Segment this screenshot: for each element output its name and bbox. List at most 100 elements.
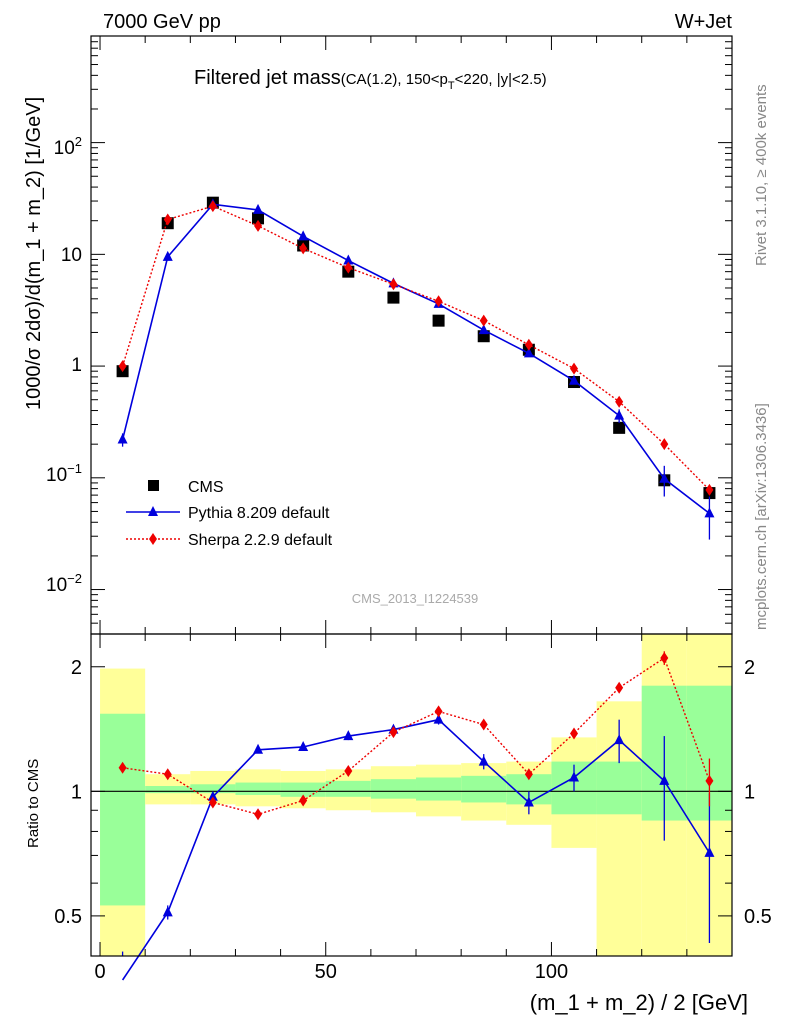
ratio-line-sherpa-2-2-9-default bbox=[122, 656, 711, 816]
main-line-sherpa-2-2-9-default bbox=[121, 205, 710, 491]
ratio-point-pythia-8-209-default-8 bbox=[478, 755, 489, 766]
rivet-label: Rivet 3.1.10, ≥ 400k events bbox=[753, 84, 770, 266]
main-point-pythia-8-209-default-5 bbox=[343, 254, 354, 265]
plot-title-main: Filtered jet mass bbox=[194, 67, 341, 89]
ratio-point-sherpa-2-2-9-default-7 bbox=[434, 705, 443, 718]
main-point-cms-7 bbox=[432, 314, 445, 327]
legend-marker-cms bbox=[148, 480, 159, 491]
main-point-sherpa-2-2-9-default-8 bbox=[479, 314, 488, 327]
ratio-point-pythia-8-209-default-3 bbox=[253, 743, 264, 754]
ratio-point-pythia-8-209-default-9 bbox=[523, 796, 534, 807]
main-point-sherpa-2-2-9-default-5 bbox=[344, 261, 353, 274]
ratio-point-sherpa-2-2-9-default-0 bbox=[118, 761, 127, 774]
ratio-point-sherpa-2-2-9-default-4 bbox=[299, 794, 308, 807]
ratio-point-sherpa-2-2-9-default-6 bbox=[389, 726, 398, 739]
legend-marker-pythia bbox=[148, 506, 158, 516]
ratio-tick-labels: 2 2 1 1 0.5 0.5 bbox=[54, 657, 772, 928]
ratio-point-pythia-8-209-default-4 bbox=[298, 740, 309, 751]
band-green-4 bbox=[280, 782, 326, 797]
band-green-8 bbox=[461, 775, 507, 803]
main-point-pythia-8-209-default-12 bbox=[659, 472, 670, 483]
band-green-0 bbox=[100, 713, 146, 906]
main-point-sherpa-2-2-9-default-1 bbox=[163, 213, 172, 226]
main-tick-label-0.01: 10−2 bbox=[46, 571, 82, 596]
legend-label-sherpa: Sherpa 2.2.9 default bbox=[188, 532, 333, 549]
ratio-point-pythia-8-209-default-10 bbox=[569, 771, 580, 782]
main-point-pythia-8-209-default-3 bbox=[253, 203, 264, 214]
main-tick-label-10: 10 bbox=[61, 245, 82, 266]
ratio-tick-label-left-2: 2 bbox=[71, 657, 82, 679]
ratio-tick-label-left-1: 1 bbox=[71, 781, 82, 803]
ratio-point-pythia-8-209-default-11 bbox=[614, 734, 625, 745]
band-green-7 bbox=[416, 777, 462, 801]
legend-marker-sherpa bbox=[149, 533, 157, 545]
y-axis-title-main: 1000/σ 2dσ)/d(m_1 + m_2) [1/GeV] bbox=[23, 97, 45, 410]
main-line-pythia-8-209-default bbox=[121, 203, 710, 515]
x-axis-title: (m_1 + m_2) / 2 [GeV] bbox=[530, 990, 748, 1015]
band-green-1 bbox=[145, 786, 191, 794]
band-green-11 bbox=[596, 761, 642, 815]
y-axis-title-ratio: Ratio to CMS bbox=[25, 759, 42, 848]
ratio-point-sherpa-2-2-9-default-12 bbox=[660, 651, 669, 664]
main-point-pythia-8-209-default-0 bbox=[117, 433, 128, 444]
mcplots-label: mcplots.cern.ch [arXiv:1306.3436] bbox=[753, 403, 770, 630]
header-left: 7000 GeV pp bbox=[103, 11, 221, 33]
main-point-sherpa-2-2-9-default-9 bbox=[524, 338, 533, 351]
legend-label-pythia: Pythia 8.209 default bbox=[188, 505, 330, 522]
main-point-sherpa-2-2-9-default-11 bbox=[615, 395, 624, 408]
main-point-sherpa-2-2-9-default-2 bbox=[208, 200, 217, 213]
plot-title-sub-sub: T bbox=[448, 80, 455, 92]
ratio-panel-frame bbox=[90, 633, 733, 957]
main-point-cms-11 bbox=[613, 421, 626, 434]
main-point-sherpa-2-2-9-default-3 bbox=[254, 219, 263, 232]
band-green-3 bbox=[235, 782, 281, 795]
main-point-pythia-8-209-default-10 bbox=[569, 374, 580, 385]
series-layer bbox=[116, 196, 716, 981]
legend: CMS Pythia 8.209 default Sherpa 2.2.9 de… bbox=[126, 479, 333, 549]
x-tick-label-50: 50 bbox=[315, 961, 337, 983]
main-point-cms-6 bbox=[387, 291, 400, 304]
ratio-point-sherpa-2-2-9-default-5 bbox=[344, 764, 353, 777]
ratio-point-sherpa-2-2-9-default-1 bbox=[163, 768, 172, 781]
main-tick-label-1: 1 bbox=[71, 355, 82, 376]
band-green-2 bbox=[190, 784, 236, 794]
main-point-sherpa-2-2-9-default-0 bbox=[118, 360, 127, 373]
ratio-tick-label-left-0.5: 0.5 bbox=[54, 906, 82, 928]
ratio-bands bbox=[100, 634, 732, 956]
analysis-watermark: CMS_2013_I1224539 bbox=[352, 591, 479, 606]
x-tick-labels: 0 50 100 bbox=[94, 961, 568, 983]
main-point-sherpa-2-2-9-default-13 bbox=[705, 483, 714, 496]
ratio-point-sherpa-2-2-9-default-10 bbox=[570, 727, 579, 740]
x-tick-label-0: 0 bbox=[94, 961, 105, 983]
ratio-tick-label-right-0.5: 0.5 bbox=[744, 906, 772, 928]
ratio-point-sherpa-2-2-9-default-2 bbox=[208, 796, 217, 809]
ratio-point-pythia-8-209-default-7 bbox=[433, 713, 444, 724]
main-point-sherpa-2-2-9-default-6 bbox=[389, 278, 398, 291]
plot-title-sub-suffix: <220, |y|<2.5) bbox=[455, 71, 547, 88]
ratio-point-sherpa-2-2-9-default-8 bbox=[479, 718, 488, 731]
ratio-point-sherpa-2-2-9-default-13 bbox=[705, 774, 714, 787]
axis-ticks bbox=[91, 35, 733, 956]
ratio-tick-label-right-1: 1 bbox=[744, 781, 755, 803]
ratio-tick-label-right-2: 2 bbox=[744, 657, 755, 679]
ratio-point-pythia-8-209-default-13 bbox=[704, 846, 715, 857]
main-point-pythia-8-209-default-4 bbox=[298, 230, 309, 241]
main-point-cms-3 bbox=[252, 212, 265, 225]
ratio-point-sherpa-2-2-9-default-9 bbox=[524, 768, 533, 781]
ratio-point-sherpa-2-2-9-default-3 bbox=[254, 808, 263, 821]
main-point-sherpa-2-2-9-default-10 bbox=[570, 362, 579, 375]
header-right: W+Jet bbox=[675, 11, 733, 33]
ratio-point-sherpa-2-2-9-default-11 bbox=[615, 681, 624, 694]
main-point-sherpa-2-2-9-default-7 bbox=[434, 295, 443, 308]
legend-label-cms: CMS bbox=[188, 479, 224, 496]
band-green-5 bbox=[325, 780, 371, 797]
ratio-line-pythia-8-209-default bbox=[121, 718, 711, 981]
ratio-point-pythia-8-209-default-12 bbox=[659, 774, 670, 785]
ratio-point-pythia-8-209-default-2 bbox=[207, 790, 218, 801]
x-tick-label-100: 100 bbox=[535, 961, 568, 983]
main-tick-label-0.1: 10−1 bbox=[46, 461, 82, 486]
main-point-pythia-8-209-default-8 bbox=[478, 324, 489, 335]
main-point-pythia-8-209-default-11 bbox=[614, 409, 625, 420]
plot-title-sub-prefix: (CA(1.2), 150<p bbox=[341, 71, 448, 88]
